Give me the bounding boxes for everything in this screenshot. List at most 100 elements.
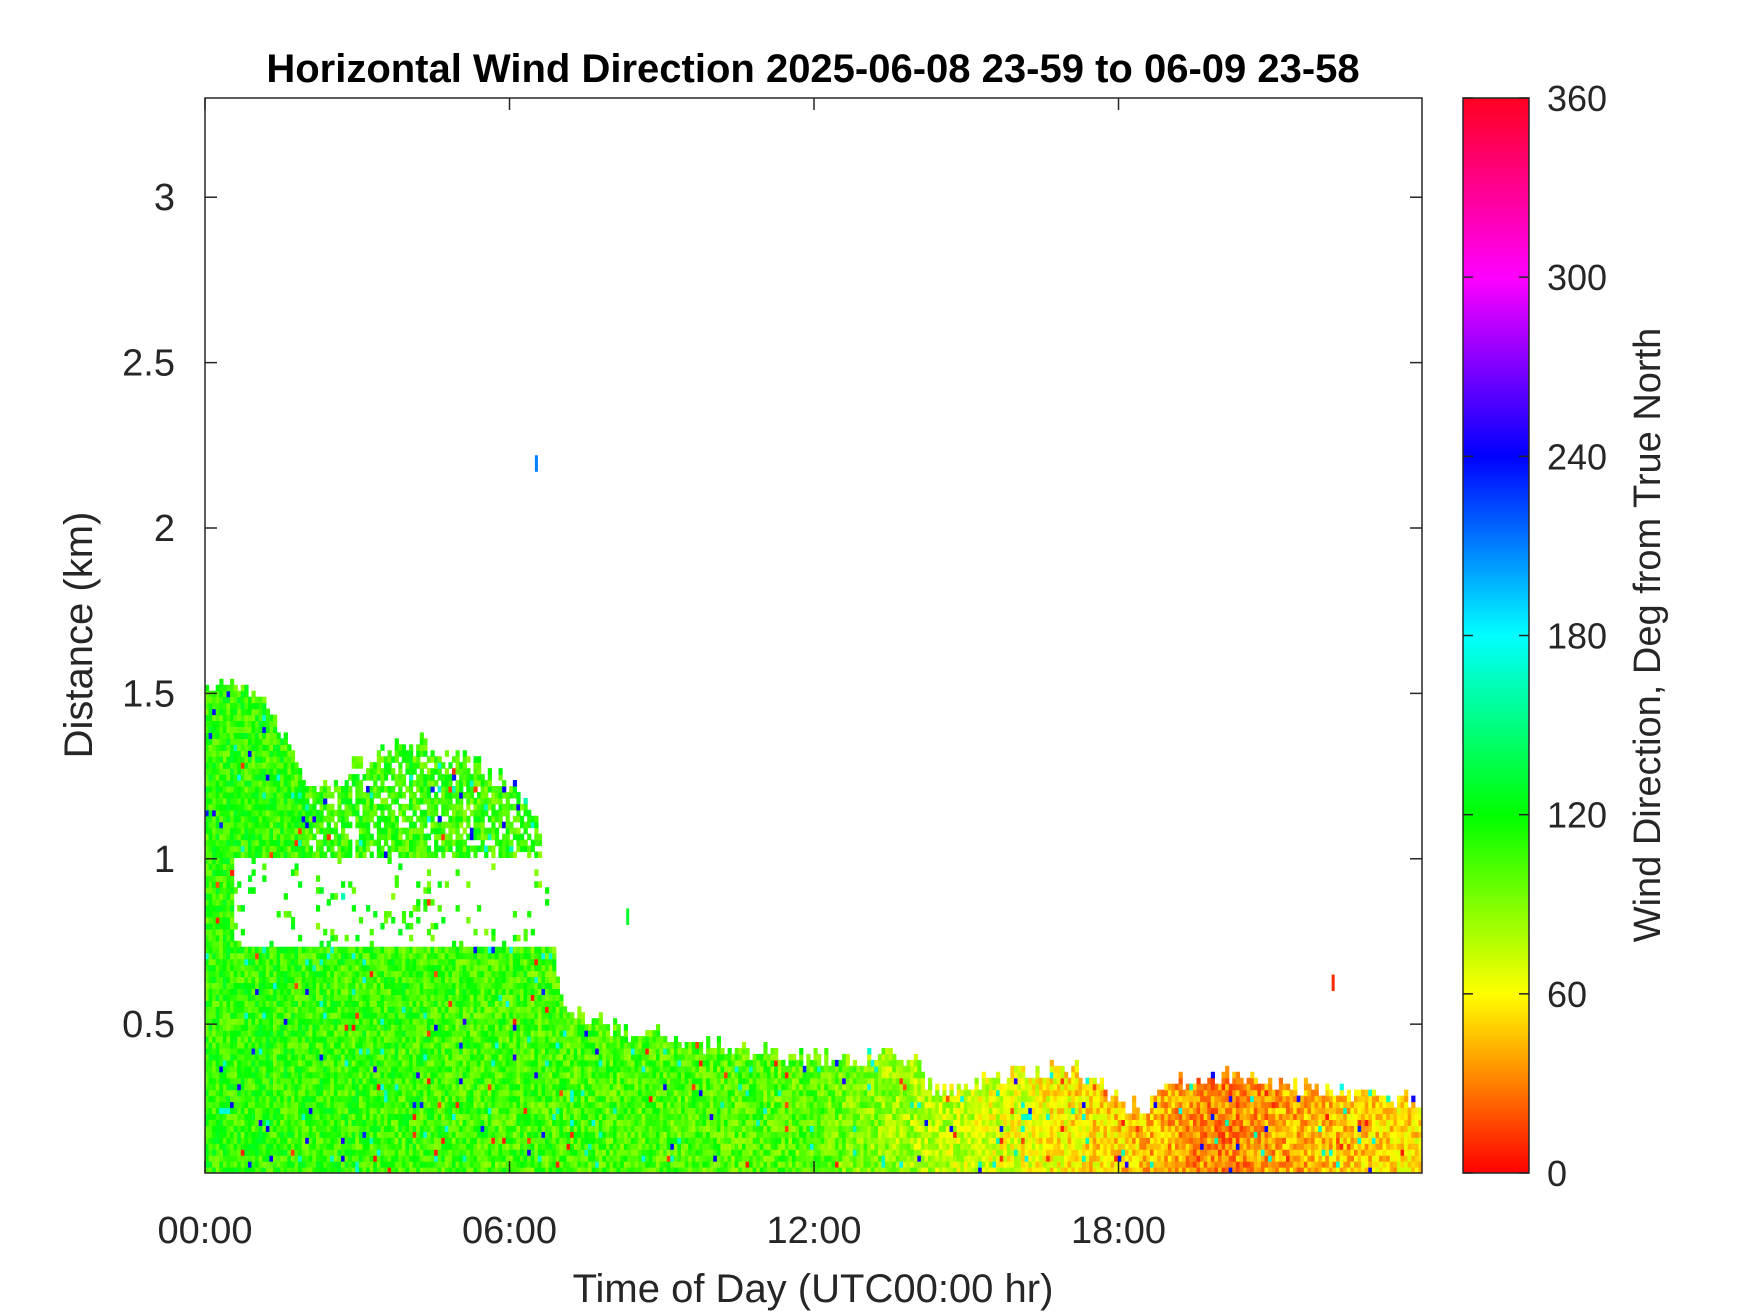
heatmap-cell — [369, 1018, 374, 1025]
heatmap-cell — [212, 1018, 217, 1025]
heatmap-cell — [477, 1024, 482, 1031]
heatmap-cell — [430, 768, 435, 775]
heatmap-cell — [419, 1161, 424, 1168]
heatmap-cell — [240, 946, 245, 954]
heatmap-cell — [212, 839, 217, 847]
heatmap-cell — [355, 976, 360, 984]
heatmap-cell — [480, 1030, 485, 1037]
heatmap-cell — [294, 1083, 299, 1091]
heatmap-cell — [301, 1143, 306, 1150]
heatmap-cell — [333, 1089, 339, 1097]
heatmap-cell — [512, 791, 518, 799]
heatmap-cell — [466, 1161, 471, 1168]
heatmap-cell — [301, 1042, 306, 1049]
heatmap-cell — [451, 809, 457, 817]
heatmap-cell — [358, 1167, 364, 1173]
heatmap-cell — [247, 1149, 253, 1156]
heatmap-cell — [480, 1018, 485, 1025]
heatmap-cell — [265, 1089, 271, 1097]
heatmap-cell — [441, 821, 446, 829]
heatmap-cell — [480, 774, 485, 781]
heatmap-cell — [380, 922, 385, 930]
heatmap-cell — [212, 756, 217, 763]
heatmap-cell — [215, 905, 220, 912]
heatmap-cell — [319, 1101, 324, 1109]
heatmap-cell — [405, 922, 410, 930]
heatmap-cell — [219, 1077, 224, 1085]
heatmap-cell — [258, 1161, 263, 1168]
heatmap-cell — [208, 1167, 213, 1173]
heatmap-cell — [258, 1065, 263, 1073]
heatmap-cell — [294, 1107, 299, 1115]
heatmap-cell — [308, 1137, 313, 1144]
heatmap-cell — [487, 827, 492, 835]
heatmap-cell — [230, 1125, 235, 1132]
heatmap-cell — [494, 1059, 500, 1067]
heatmap-cell — [423, 1024, 428, 1031]
heatmap-cell — [287, 1083, 292, 1091]
heatmap-cell — [394, 1137, 399, 1144]
heatmap-cell — [283, 1125, 288, 1132]
heatmap-cell — [351, 762, 356, 769]
heatmap-cell — [323, 1149, 328, 1156]
heatmap-cell — [247, 1107, 253, 1115]
heatmap-cell — [498, 1047, 503, 1055]
heatmap-cell — [505, 976, 510, 984]
heatmap-cell — [226, 1131, 231, 1138]
heatmap-cell — [247, 982, 253, 990]
heatmap-cell — [298, 1107, 303, 1115]
heatmap-cell — [358, 762, 364, 769]
heatmap-cell — [233, 786, 238, 793]
heatmap-cell — [230, 696, 235, 704]
heatmap-cell — [477, 958, 482, 966]
heatmap-cell — [426, 1059, 432, 1067]
heatmap-cell — [212, 797, 217, 805]
heatmap-cell — [437, 1155, 442, 1162]
heatmap-cell — [466, 982, 471, 990]
heatmap-cell — [255, 726, 260, 734]
heatmap-cell — [480, 988, 485, 995]
heatmap-cell — [222, 1107, 228, 1115]
heatmap-cell — [426, 1101, 432, 1109]
heatmap-cell — [469, 946, 475, 954]
heatmap-cell — [466, 1018, 471, 1025]
heatmap-cell — [416, 916, 421, 924]
heatmap-cell — [244, 762, 249, 769]
heatmap-cell — [391, 1125, 396, 1132]
heatmap-cell — [358, 786, 364, 793]
heatmap-cell — [337, 1012, 342, 1019]
heatmap-cell — [484, 1095, 489, 1103]
heatmap-cell — [290, 774, 296, 781]
heatmap-cell — [401, 1071, 407, 1079]
heatmap-cell — [240, 1095, 245, 1103]
heatmap-cell — [376, 750, 381, 757]
heatmap-cell — [426, 756, 432, 763]
heatmap-cell — [409, 1065, 414, 1073]
heatmap-cell — [269, 774, 274, 781]
heatmap-cell — [222, 756, 228, 763]
heatmap-cell — [376, 803, 381, 811]
heatmap-cell — [333, 1065, 339, 1073]
heatmap-cell — [247, 744, 253, 751]
heatmap-cell — [258, 797, 263, 805]
heatmap-cell — [330, 1065, 335, 1073]
heatmap-cell — [283, 970, 288, 978]
heatmap-cell — [466, 976, 471, 984]
heatmap-cell — [373, 1137, 378, 1144]
heatmap-cell — [219, 756, 224, 763]
heatmap-cell — [287, 994, 292, 1001]
heatmap-cell — [219, 1053, 224, 1061]
heatmap-cell — [473, 756, 478, 763]
heatmap-cell — [305, 1095, 310, 1103]
heatmap-cell — [205, 815, 210, 823]
heatmap-cell — [437, 1030, 442, 1037]
heatmap-cell — [226, 714, 231, 722]
heatmap-cell — [240, 1024, 245, 1031]
heatmap-cell — [480, 1161, 485, 1168]
heatmap-cell — [205, 1018, 210, 1025]
heatmap-cell — [312, 1119, 317, 1126]
heatmap-cell — [444, 803, 449, 811]
heatmap-cell — [358, 845, 364, 853]
heatmap-cell — [305, 952, 310, 960]
heatmap-cell — [247, 1167, 253, 1173]
